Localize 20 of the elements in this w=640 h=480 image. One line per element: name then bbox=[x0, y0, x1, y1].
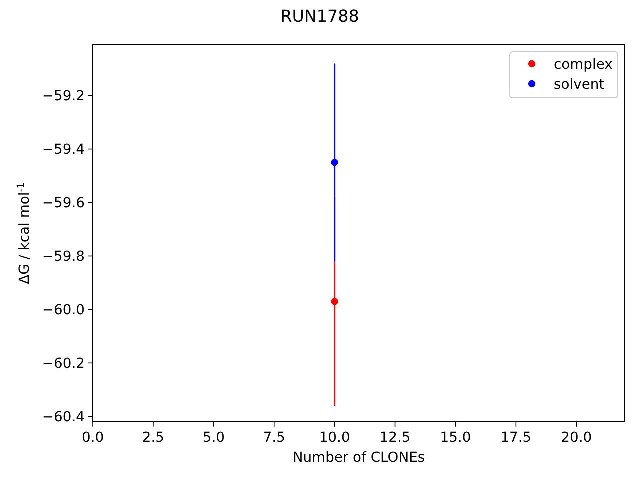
x-tick-label: 20.0 bbox=[561, 430, 592, 446]
x-tick-label: 12.5 bbox=[380, 430, 411, 446]
x-tick-label: 7.5 bbox=[263, 430, 286, 446]
legend-label: complex bbox=[554, 56, 613, 73]
x-tick-label: 10.0 bbox=[319, 430, 350, 446]
x-tick-label: 0.0 bbox=[82, 430, 104, 446]
y-tick-label: −60.0 bbox=[42, 302, 85, 319]
legend-label: solvent bbox=[554, 76, 606, 93]
y-tick-label: −59.2 bbox=[42, 88, 85, 105]
x-tick-label: 15.0 bbox=[440, 430, 472, 446]
y-tick-label: −59.4 bbox=[42, 142, 86, 158]
y-tick-label: −59.6 bbox=[42, 196, 85, 212]
x-tick-label: 5.0 bbox=[202, 430, 225, 446]
y-tick-label: −59.8 bbox=[42, 249, 85, 266]
y-tick-label: −60.2 bbox=[42, 356, 85, 372]
x-tick-label: 17.5 bbox=[500, 430, 532, 446]
x-tick-label: 2.5 bbox=[142, 430, 164, 446]
chart-title: RUN1788 bbox=[280, 6, 360, 26]
y-tick-label: −60.4 bbox=[42, 410, 86, 426]
x-axis-title: Number of CLONEs bbox=[292, 450, 426, 466]
